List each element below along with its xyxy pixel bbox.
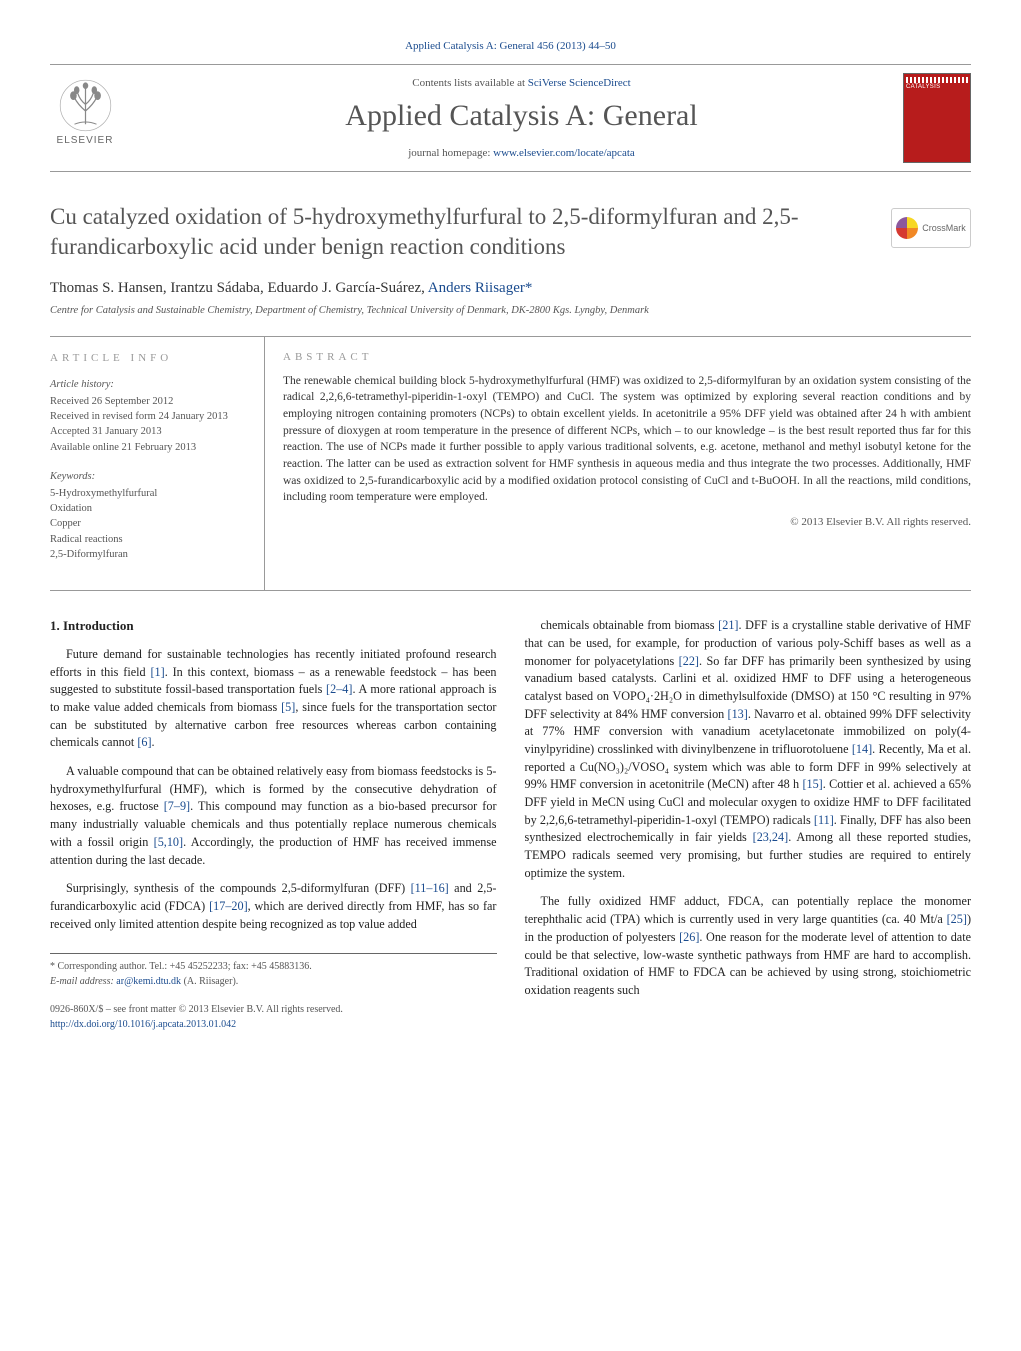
sciencedirect-link[interactable]: SciVerse ScienceDirect [528, 77, 631, 89]
body-paragraph: chemicals obtainable from biomass [21]. … [525, 617, 972, 882]
ref-link[interactable]: [25] [947, 912, 967, 926]
front-matter-line: 0926-860X/$ – see front matter © 2013 El… [50, 1003, 497, 1018]
email-suffix: (A. Riisager). [181, 976, 238, 987]
keyword: Radical reactions [50, 532, 250, 547]
body-paragraph: Surprisingly, synthesis of the compounds… [50, 880, 497, 933]
contents-line: Contents lists available at SciVerse Sci… [140, 77, 903, 89]
journal-cover-thumb: CATALYSIS [903, 73, 971, 163]
ref-link[interactable]: [17–20] [209, 899, 248, 913]
abstract-heading: ABSTRACT [283, 351, 971, 363]
section-heading: 1. Introduction [50, 617, 497, 636]
corr-author-contact: * Corresponding author. Tel.: +45 452522… [50, 960, 497, 975]
authors-plain: Thomas S. Hansen, Irantzu Sádaba, Eduard… [50, 280, 428, 296]
ref-link[interactable]: [13] [728, 707, 748, 721]
journal-homepage-line: journal homepage: www.elsevier.com/locat… [140, 147, 903, 159]
history-online: Available online 21 February 2013 [50, 440, 250, 455]
publisher-logo-text: ELSEVIER [57, 135, 114, 146]
ref-link[interactable]: [5,10] [154, 835, 183, 849]
ref-link[interactable]: [1] [150, 665, 164, 679]
keyword: Copper [50, 516, 250, 531]
keyword: Oxidation [50, 501, 250, 516]
ref-link[interactable]: [2–4] [326, 682, 352, 696]
ref-link[interactable]: [21] [718, 618, 738, 632]
body-paragraph: A valuable compound that can be obtained… [50, 763, 497, 869]
body-paragraph: Future demand for sustainable technologi… [50, 646, 497, 752]
corresponding-author-link[interactable]: Anders Riisager [428, 280, 525, 296]
history-accepted: Accepted 31 January 2013 [50, 424, 250, 439]
right-column: chemicals obtainable from biomass [21]. … [525, 617, 972, 1032]
journal-homepage-link[interactable]: www.elsevier.com/locate/apcata [493, 147, 635, 159]
affiliation: Centre for Catalysis and Sustainable Che… [50, 305, 971, 316]
email-link[interactable]: ar@kemi.dtu.dk [116, 976, 181, 987]
corr-author-footer: * Corresponding author. Tel.: +45 452522… [50, 953, 497, 989]
ref-link[interactable]: [5] [281, 700, 295, 714]
ref-link[interactable]: [23,24] [753, 830, 789, 844]
keyword: 5-Hydroxymethylfurfural [50, 486, 250, 501]
corr-author-mark[interactable]: * [525, 280, 533, 296]
running-head: Applied Catalysis A: General 456 (2013) … [50, 40, 971, 52]
abstract-copyright: © 2013 Elsevier B.V. All rights reserved… [283, 516, 971, 528]
elsevier-tree-icon [58, 78, 113, 133]
left-column: 1. Introduction Future demand for sustai… [50, 617, 497, 1032]
keywords-label: Keywords: [50, 469, 250, 484]
ref-link[interactable]: [11–16] [411, 881, 449, 895]
journal-name: Applied Catalysis A: General [140, 99, 903, 133]
crossmark-badge[interactable]: CrossMark [891, 208, 971, 248]
journal-banner: ELSEVIER Contents lists available at Sci… [50, 64, 971, 172]
running-head-link[interactable]: Applied Catalysis A: General 456 (2013) … [405, 40, 616, 52]
keywords-block: Keywords: 5-Hydroxymethylfurfural Oxidat… [50, 469, 250, 562]
article-history: Article history: Received 26 September 2… [50, 377, 250, 455]
contents-prefix: Contents lists available at [412, 77, 527, 89]
ref-link[interactable]: [6] [137, 735, 151, 749]
ref-link[interactable]: [26] [679, 930, 699, 944]
ref-link[interactable]: [15] [802, 777, 822, 791]
crossmark-label: CrossMark [922, 223, 966, 233]
keyword: 2,5-Diformylfuran [50, 547, 250, 562]
authors-line: Thomas S. Hansen, Irantzu Sádaba, Eduard… [50, 280, 971, 297]
abstract-text: The renewable chemical building block 5-… [283, 373, 971, 506]
ref-link[interactable]: [11] [814, 813, 834, 827]
history-received: Received 26 September 2012 [50, 394, 250, 409]
publisher-logo: ELSEVIER [50, 78, 120, 158]
email-label: E-mail address: [50, 976, 116, 987]
ref-link[interactable]: [22] [679, 654, 699, 668]
ref-link[interactable]: [7–9] [164, 799, 190, 813]
history-revised: Received in revised form 24 January 2013 [50, 409, 250, 424]
homepage-prefix: journal homepage: [408, 147, 493, 159]
article-title: Cu catalyzed oxidation of 5-hydroxymethy… [50, 202, 871, 262]
doi-link[interactable]: http://dx.doi.org/10.1016/j.apcata.2013.… [50, 1019, 236, 1030]
ref-link[interactable]: [14] [852, 742, 872, 756]
body-paragraph: The fully oxidized HMF adduct, FDCA, can… [525, 893, 972, 999]
history-label: Article history: [50, 377, 250, 392]
article-info-heading: ARTICLE INFO [50, 351, 250, 367]
crossmark-icon [896, 217, 918, 239]
front-matter-block: 0926-860X/$ – see front matter © 2013 El… [50, 1003, 497, 1032]
corr-author-email-line: E-mail address: ar@kemi.dtu.dk (A. Riisa… [50, 975, 497, 990]
body-columns: 1. Introduction Future demand for sustai… [50, 617, 971, 1032]
